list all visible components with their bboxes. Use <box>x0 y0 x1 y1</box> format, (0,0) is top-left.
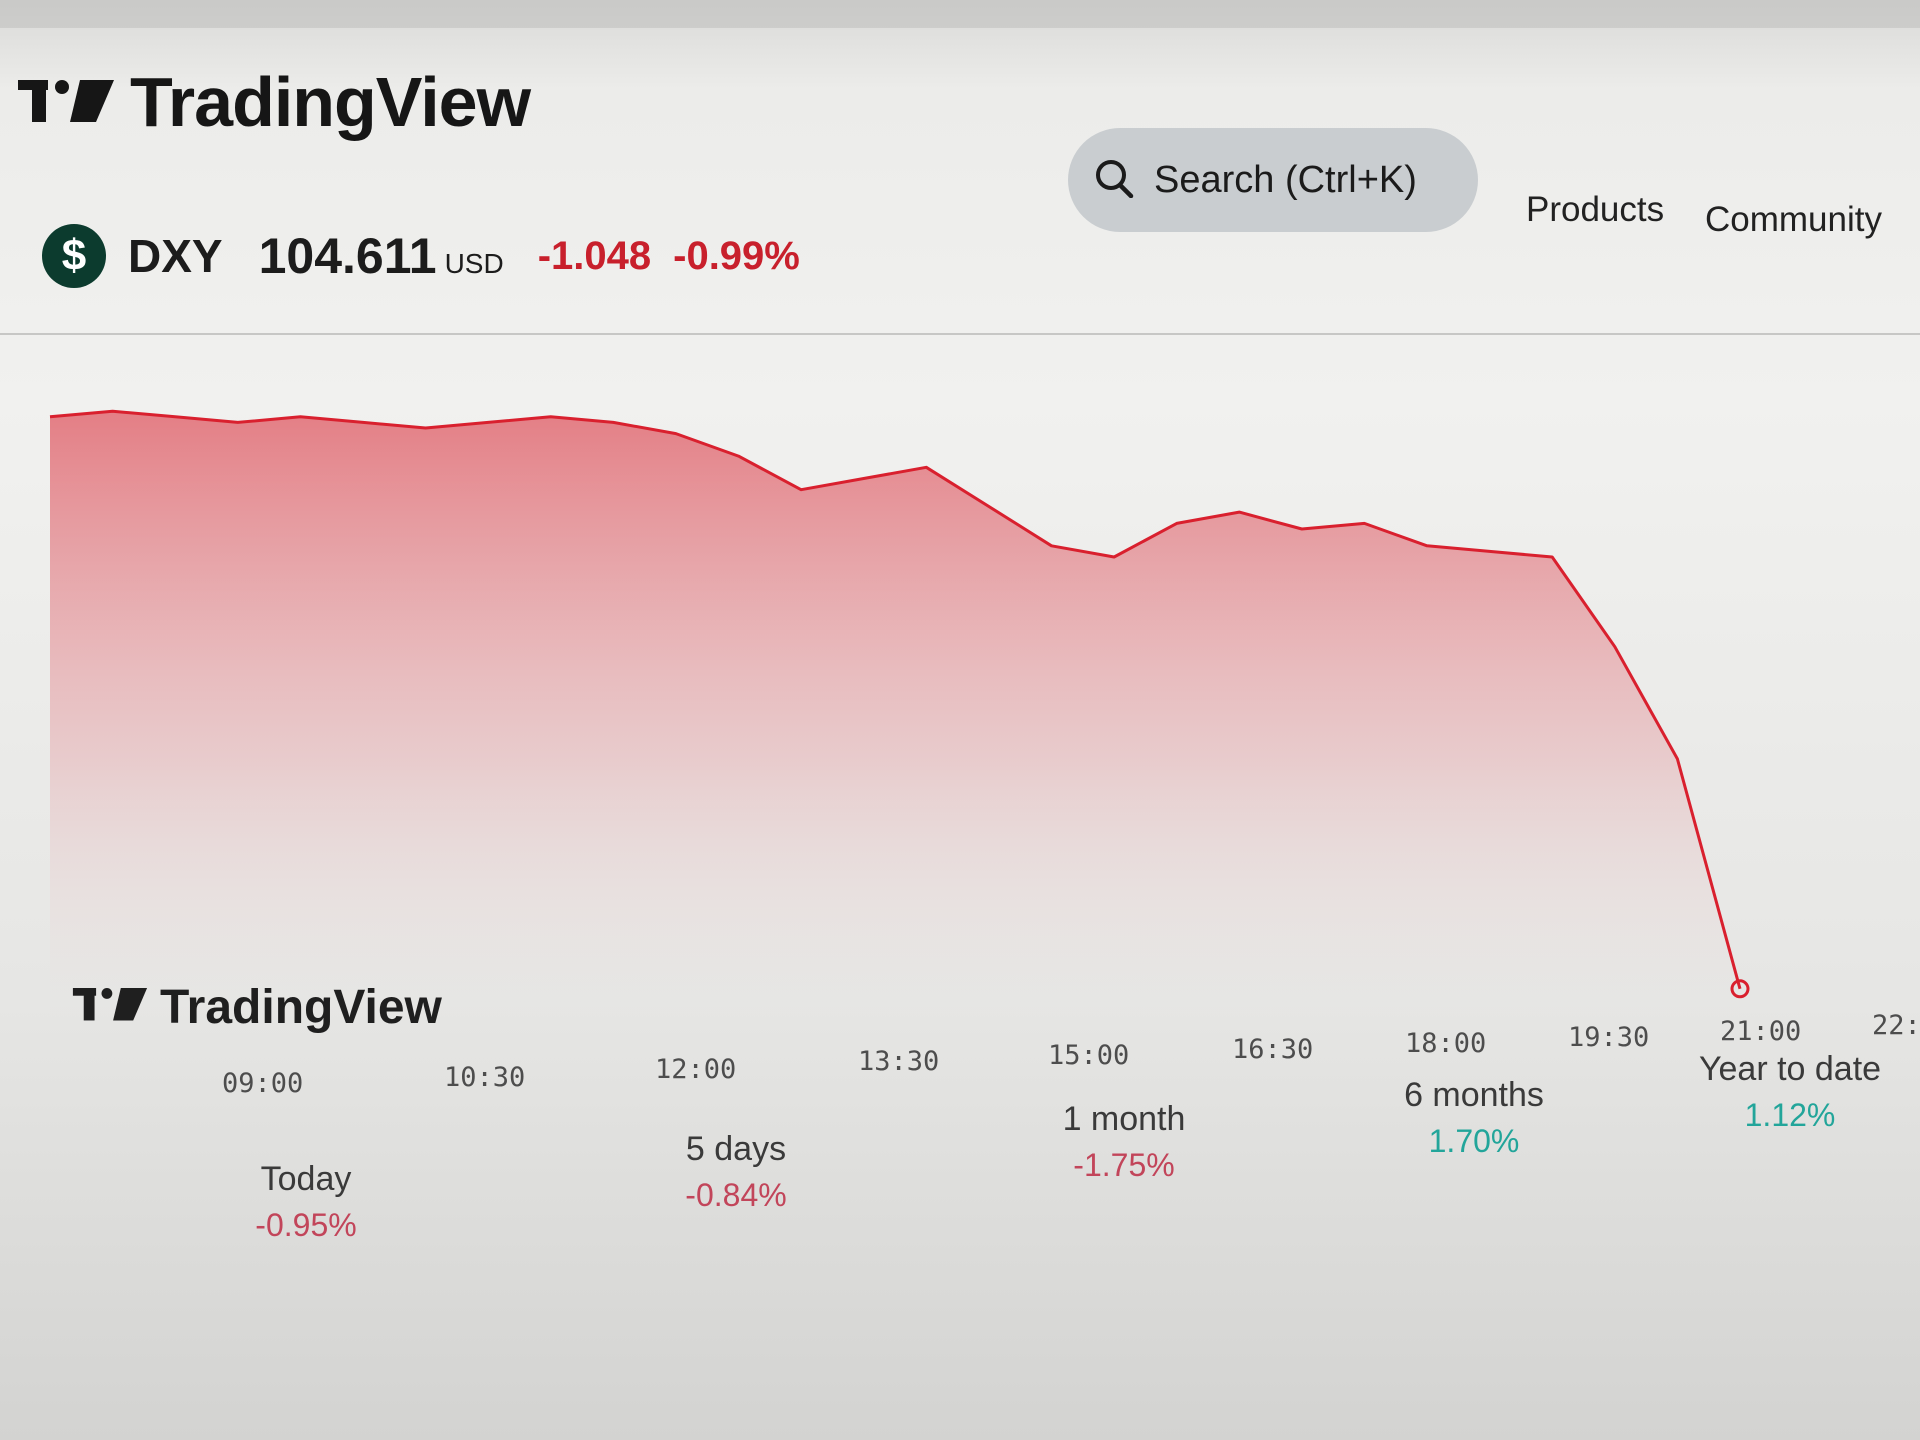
search-icon <box>1094 158 1134 203</box>
symbol-price: 104.611 <box>258 228 437 284</box>
nav-products[interactable]: Products <box>1526 190 1665 229</box>
perf-today[interactable]: Today -0.95% <box>196 1160 416 1244</box>
x-tick-label: 16:30 <box>1232 1034 1314 1065</box>
perf-value: 1.70% <box>1428 1123 1520 1159</box>
price-line <box>49 409 1742 990</box>
symbol-currency: USD <box>444 248 504 279</box>
x-tick-label: 19:30 <box>1568 1022 1650 1053</box>
perf-label: 1 month <box>1062 1100 1186 1138</box>
tradingview-watermark-icon <box>72 988 148 1027</box>
header-divider <box>0 333 1920 335</box>
perf-label: 6 months <box>1404 1076 1544 1114</box>
brand-name: TradingView <box>130 63 531 141</box>
perf-year-to-date[interactable]: Year to date 1.12% <box>1680 1050 1900 1134</box>
perf-label: Today <box>260 1160 352 1198</box>
price-area-fill <box>50 411 1740 1040</box>
perf-label: Year to date <box>1698 1050 1882 1088</box>
x-tick-label: 10:30 <box>444 1062 526 1093</box>
nav-community[interactable]: Community <box>1705 200 1882 239</box>
perf-5-days[interactable]: 5 days -0.84% <box>626 1130 846 1214</box>
perf-value: 1.12% <box>1744 1097 1836 1133</box>
symbol-header: $ DXY 104.611 USD -1.048 -0.99% <box>42 224 800 288</box>
watermark-text: TradingView <box>160 981 442 1034</box>
perf-label: 5 days <box>685 1130 787 1168</box>
perf-value: -0.84% <box>685 1177 787 1213</box>
x-tick-label: 09:00 <box>222 1068 304 1099</box>
x-tick-label: 21:00 <box>1720 1016 1802 1047</box>
perf-6-months[interactable]: 6 months 1.70% <box>1364 1076 1584 1160</box>
x-tick-label: 13:30 <box>858 1046 940 1077</box>
x-tick-label: 18:00 <box>1405 1028 1487 1059</box>
browser-top-strip <box>0 0 1920 28</box>
x-tick-label: 22:30 <box>1872 1010 1920 1041</box>
tradingview-logo-icon <box>18 80 114 124</box>
symbol-ticker[interactable]: DXY <box>128 230 223 282</box>
perf-value: -1.75% <box>1073 1147 1175 1183</box>
tradingview-logo[interactable]: TradingView <box>18 62 531 142</box>
last-price-marker <box>1730 979 1750 999</box>
perf-value: -0.95% <box>255 1207 357 1243</box>
x-tick-label: 15:00 <box>1048 1040 1130 1071</box>
symbol-change: -1.048 <box>537 233 652 278</box>
symbol-change-percent: -0.99% <box>673 233 800 278</box>
perf-1-month[interactable]: 1 month -1.75% <box>1014 1100 1234 1184</box>
x-tick-label: 12:00 <box>655 1054 737 1085</box>
search-placeholder: Search (Ctrl+K) <box>1154 158 1417 201</box>
search-input[interactable]: Search (Ctrl+K) <box>1068 128 1478 232</box>
dollar-icon: $ <box>42 224 106 288</box>
price-chart[interactable] <box>0 340 1920 1060</box>
chart-watermark: TradingView <box>72 980 442 1035</box>
